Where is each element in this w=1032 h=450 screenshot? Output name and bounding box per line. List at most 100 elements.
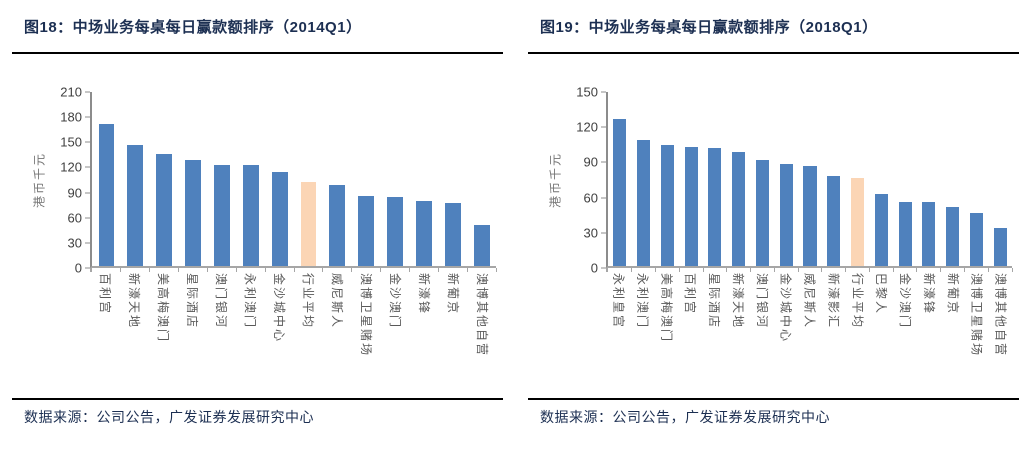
bar-column	[608, 92, 633, 272]
bar	[271, 172, 288, 266]
bar-column	[893, 92, 918, 272]
x-label-text: 澳门银河	[214, 273, 229, 330]
bar-column	[917, 92, 941, 272]
x-label: 澳博卫星赌场	[964, 273, 988, 357]
bar	[98, 123, 115, 266]
y-tick: 30	[68, 236, 90, 249]
bar	[387, 197, 403, 266]
x-label-text: 星际酒店	[707, 273, 722, 330]
figure-panel-2014q1: 图18：中场业务每桌每日赢款额排序（2014Q1） 港币千元 0 30 60 90 12…	[12, 19, 503, 425]
x-label-text: 澳门银河	[754, 273, 769, 330]
bar-column	[467, 92, 497, 272]
bar-column	[121, 92, 151, 272]
bar-column	[751, 92, 775, 272]
y-axis-title: 港币千元	[32, 151, 47, 209]
source-rule	[12, 398, 503, 400]
bar	[993, 227, 1007, 266]
y-tick: 90	[68, 186, 90, 199]
bar	[637, 139, 651, 266]
x-label: 行业平均	[845, 273, 869, 357]
bar	[358, 195, 375, 266]
x-label: 美高梅澳门	[148, 273, 177, 357]
x-label-text: 百利宫	[98, 273, 113, 316]
bar-highlight	[851, 177, 865, 266]
x-label-text: 金沙城中心	[272, 273, 287, 344]
bar-column	[869, 92, 894, 272]
x-axis-labels: 百利宫 新濠天地 美高梅澳门 星际酒店 澳门银河 永利澳门 金沙城中心 行业平均 威尼斯人 澳博卫…	[90, 273, 496, 357]
bar-chart-2018q1: 港币千元 0 30 60 90 120 150 永利皇宫 永利澳门 美高梅澳门 百利宫 星际酒店新…	[546, 86, 1013, 357]
bar-column	[438, 92, 468, 272]
bar	[827, 175, 841, 266]
x-label-text: 美高梅澳门	[156, 273, 171, 344]
x-label-text: 金沙澳门	[388, 273, 403, 330]
y-tick-label: 120	[576, 119, 598, 135]
x-label-text: 巴黎人	[874, 273, 889, 316]
x-label: 新葡京	[940, 273, 964, 357]
x-label: 澳博其他自营	[467, 273, 496, 357]
bar	[946, 206, 960, 266]
y-tick-mark	[601, 126, 606, 128]
y-tick-label: 30	[583, 225, 598, 241]
x-label: 澳门银河	[206, 273, 235, 357]
bar	[732, 152, 746, 266]
y-tick-mark	[601, 161, 606, 163]
y-tick-mark	[85, 91, 90, 93]
bar-column	[381, 92, 410, 272]
x-label-text: 澳博其他自营	[475, 273, 490, 358]
bar-column	[352, 92, 381, 272]
bar	[898, 202, 912, 266]
y-tick: 60	[584, 191, 606, 204]
x-label-text: 新濠天地	[730, 273, 745, 330]
y-tick: 0	[75, 262, 90, 275]
x-label: 金沙城中心	[773, 273, 797, 357]
x-label-text: 澳博卫星赌场	[359, 273, 374, 358]
x-label-text: 新濠天地	[127, 273, 142, 330]
bar-column	[988, 92, 1013, 272]
bar	[755, 160, 769, 266]
y-tick-mark	[601, 267, 606, 269]
bar	[127, 145, 144, 266]
bar-column	[941, 92, 965, 272]
bar	[969, 212, 983, 266]
y-axis-ticks: 0 30 60 90 120 150	[564, 86, 606, 275]
x-label: 澳门银河	[749, 273, 773, 357]
x-label-text: 新濠锋	[417, 273, 432, 316]
bar-column	[179, 92, 208, 272]
y-tick-mark	[85, 166, 90, 168]
x-label: 星际酒店	[702, 273, 726, 357]
bar	[708, 147, 722, 266]
x-axis-labels: 永利皇宫 永利澳门 美高梅澳门 百利宫 星际酒店 新濠天地 澳门银河 金沙城中心 威尼斯人 新濠影…	[606, 273, 1012, 357]
x-label-text: 新濠影汇	[826, 273, 841, 330]
x-label-text: 澳博卫星赌场	[969, 273, 984, 358]
x-label: 永利皇宫	[606, 273, 630, 357]
x-label-text: 永利澳门	[635, 273, 650, 330]
plot-column: 永利皇宫 永利澳门 美高梅澳门 百利宫 星际酒店 新濠天地 澳门银河 金沙城中心 威尼斯人 新濠影…	[606, 92, 1013, 357]
x-label-text: 威尼斯人	[802, 273, 817, 330]
x-label: 新濠天地	[725, 273, 749, 357]
y-tick: 60	[68, 211, 90, 224]
bar	[415, 201, 432, 266]
y-tick: 120	[576, 121, 606, 134]
x-label: 新葡京	[438, 273, 467, 357]
y-tick-mark	[85, 242, 90, 244]
bar	[684, 146, 698, 266]
y-tick-mark	[85, 192, 90, 194]
bar-column	[207, 92, 237, 272]
bar	[803, 166, 817, 266]
y-tick-label: 0	[74, 260, 82, 276]
x-label: 新濠天地	[119, 273, 148, 357]
x-label-text: 威尼斯人	[330, 273, 345, 330]
y-tick: 150	[60, 136, 90, 149]
plot-area	[606, 92, 1013, 272]
plot-area	[90, 92, 497, 272]
bar	[779, 163, 793, 266]
x-label-text: 金沙城中心	[778, 273, 793, 344]
bar-column	[294, 92, 324, 272]
x-label-text: 百利宫	[683, 273, 698, 316]
figure-panel-2018q1: 图19：中场业务每桌每日赢款额排序（2018Q1） 港币千元 0 30 60 90 12…	[516, 0, 1032, 450]
y-tick-mark	[85, 116, 90, 118]
bar-column	[656, 92, 680, 272]
x-label: 威尼斯人	[322, 273, 351, 357]
x-label: 金沙澳门	[380, 273, 409, 357]
x-label: 百利宫	[90, 273, 119, 357]
